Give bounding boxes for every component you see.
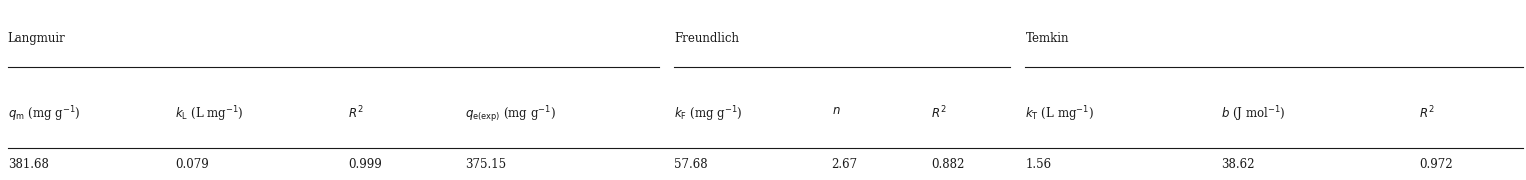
Text: 375.15: 375.15	[465, 158, 507, 171]
Text: $k_\mathrm{L}$ (L mg$^{-1}$): $k_\mathrm{L}$ (L mg$^{-1}$)	[175, 104, 244, 124]
Text: $k_\mathrm{F}$ (mg g$^{-1}$): $k_\mathrm{F}$ (mg g$^{-1}$)	[674, 104, 743, 124]
Text: 0.882: 0.882	[931, 158, 964, 171]
Text: $q_\mathrm{e(exp)}$ (mg g$^{-1}$): $q_\mathrm{e(exp)}$ (mg g$^{-1}$)	[465, 104, 557, 125]
Text: $R^2$: $R^2$	[931, 104, 946, 121]
Text: 0.999: 0.999	[348, 158, 382, 171]
Text: Langmuir: Langmuir	[8, 32, 66, 45]
Text: $R^2$: $R^2$	[1419, 104, 1434, 121]
Text: Temkin: Temkin	[1025, 32, 1070, 45]
Text: 2.67: 2.67	[832, 158, 858, 171]
Text: 57.68: 57.68	[674, 158, 708, 171]
Text: $q_\mathrm{m}$ (mg g$^{-1}$): $q_\mathrm{m}$ (mg g$^{-1}$)	[8, 104, 79, 124]
Text: $R^2$: $R^2$	[348, 104, 363, 121]
Text: $n$: $n$	[832, 104, 841, 117]
Text: 0.972: 0.972	[1419, 158, 1453, 171]
Text: $k_\mathrm{T}$ (L mg$^{-1}$): $k_\mathrm{T}$ (L mg$^{-1}$)	[1025, 104, 1094, 124]
Text: 38.62: 38.62	[1221, 158, 1254, 171]
Text: 1.56: 1.56	[1025, 158, 1051, 171]
Text: 381.68: 381.68	[8, 158, 49, 171]
Text: $b$ (J mol$^{-1}$): $b$ (J mol$^{-1}$)	[1221, 104, 1285, 124]
Text: 0.079: 0.079	[175, 158, 209, 171]
Text: Freundlich: Freundlich	[674, 32, 740, 45]
